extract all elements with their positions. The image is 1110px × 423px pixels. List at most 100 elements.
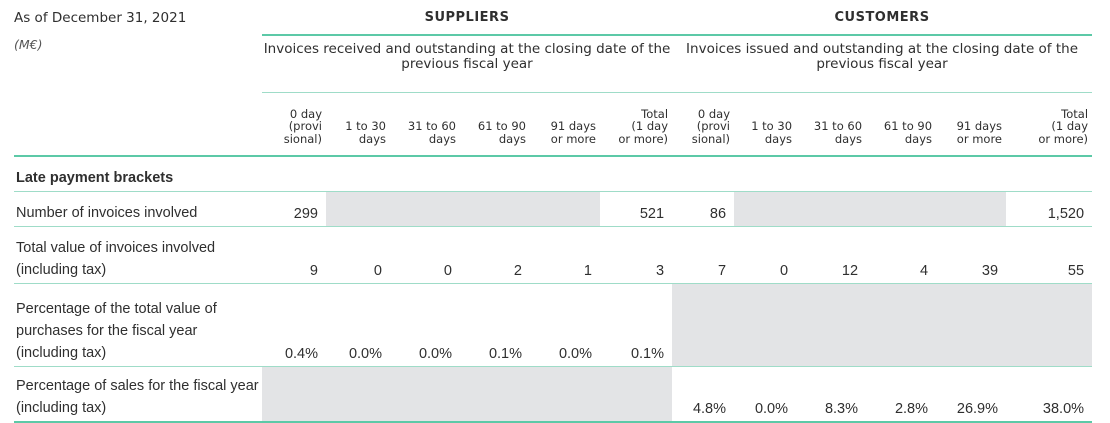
- column-header-line: 1 to 30: [751, 119, 793, 133]
- table-cell: [936, 283, 1007, 367]
- as-of-date: As of December 31, 2021: [14, 9, 187, 26]
- table-cell: 26.9%: [936, 366, 1007, 423]
- column-header-line: 61 to 90: [883, 119, 933, 133]
- subgroup-header-row: (M€) Invoices received and outstanding a…: [14, 35, 1093, 93]
- table-cell: 38.0%: [1006, 366, 1093, 423]
- column-header: 31 to 60 days: [796, 93, 866, 157]
- row-label: Percentage of the total value of purchas…: [14, 283, 262, 367]
- column-header-line: sional): [691, 131, 731, 146]
- column-header-line: or more: [956, 131, 1003, 146]
- table-cell: [866, 191, 937, 227]
- table-cell: 55: [1006, 226, 1093, 284]
- table-cell: 0.0%: [326, 283, 390, 367]
- table-row: Percentage of the total value of purchas…: [14, 283, 1093, 367]
- column-header: 1 to 30 days: [734, 93, 796, 157]
- column-header-line: days: [764, 131, 793, 146]
- row-label: Total value of invoices involved (includ…: [14, 226, 262, 284]
- table-cell: [262, 366, 326, 423]
- table-cell: [866, 283, 937, 367]
- table-cell: 0.1%: [460, 283, 530, 367]
- column-header-line: 0 day: [697, 106, 731, 121]
- column-header-line: 91 days: [550, 119, 596, 133]
- column-header: 1 to 30 days: [326, 93, 390, 157]
- table-cell: [672, 283, 735, 367]
- table-cell: [734, 191, 797, 227]
- section-row: Late payment brackets: [14, 156, 1093, 192]
- customers-subheader: Invoices issued and outstanding at the c…: [672, 35, 1093, 93]
- table-cell: 0.0%: [734, 366, 797, 423]
- column-header: 91 days or more: [530, 93, 600, 157]
- column-header-line: 91 days: [956, 119, 1003, 133]
- table-cell: 0.1%: [600, 283, 673, 367]
- table-cell: 2: [460, 226, 530, 284]
- unit-label: (M€): [14, 37, 43, 52]
- table-cell: [460, 366, 530, 423]
- late-payment-table: As of December 31, 2021 SUPPLIERS CUSTOM…: [14, 0, 1093, 423]
- table-cell: [530, 366, 600, 423]
- column-header-line: 31 to 60: [407, 119, 456, 133]
- column-header: 0 day (provi sional): [672, 93, 734, 157]
- row-label: Percentage of sales for the fiscal year …: [14, 366, 262, 423]
- table-cell: 0.0%: [390, 283, 460, 367]
- column-header-line: 0 day: [289, 106, 322, 121]
- column-header-line: Total: [1061, 106, 1089, 121]
- table-cell: [734, 283, 797, 367]
- column-header-line: or more): [1038, 131, 1089, 146]
- suppliers-subheader: Invoices received and outstanding at the…: [262, 35, 673, 93]
- table-cell: [936, 191, 1007, 227]
- table-cell: 12: [796, 226, 867, 284]
- table-cell: [390, 366, 460, 423]
- column-header-blank: [14, 93, 262, 157]
- column-header-line: Total: [641, 106, 669, 121]
- table-cell: 8.3%: [796, 366, 867, 423]
- column-header-line: (1 day: [1051, 119, 1089, 133]
- column-header: Total (1 day or more): [600, 93, 672, 157]
- table-cell: 86: [672, 191, 735, 227]
- column-header-line: (provi: [696, 119, 731, 133]
- table-cell: [530, 191, 600, 227]
- table-cell: 0.4%: [262, 283, 326, 367]
- table-cell: 39: [936, 226, 1007, 284]
- column-header-line: or more): [618, 131, 669, 146]
- late-payment-table-container: As of December 31, 2021 SUPPLIERS CUSTOM…: [14, 0, 1093, 423]
- table-row: Number of invoices involved 299 521 86 1,52…: [14, 191, 1093, 227]
- table-row: Percentage of sales for the fiscal year …: [14, 366, 1093, 423]
- table-cell: [1006, 283, 1093, 367]
- section-row-fill: [262, 156, 1093, 192]
- column-header-line: days: [834, 131, 863, 146]
- table-cell: 9: [262, 226, 326, 284]
- column-header: Total (1 day or more): [1006, 93, 1092, 157]
- column-header-line: sional): [283, 131, 322, 146]
- column-header: 0 day (provi sional): [262, 93, 326, 157]
- table-cell: 0: [326, 226, 390, 284]
- table-cell: [326, 191, 390, 227]
- group-header-row: As of December 31, 2021 SUPPLIERS CUSTOM…: [14, 0, 1093, 36]
- column-header-line: days: [498, 131, 526, 146]
- column-header-line: days: [358, 131, 386, 146]
- customers-group-header: CUSTOMERS: [672, 0, 1093, 36]
- column-header-line: days: [428, 131, 456, 146]
- row-label: Number of invoices involved: [14, 191, 262, 227]
- column-header: 91 days or more: [936, 93, 1006, 157]
- column-header-line: 1 to 30: [345, 119, 386, 133]
- table-cell: [600, 366, 673, 423]
- column-header-line: (1 day: [631, 119, 669, 133]
- table-row: Total value of invoices involved (includ…: [14, 226, 1093, 284]
- column-header: 61 to 90 days: [460, 93, 530, 157]
- suppliers-group-header: SUPPLIERS: [262, 0, 673, 36]
- table-cell: 0: [390, 226, 460, 284]
- table-cell: 3: [600, 226, 673, 284]
- table-cell: 0.0%: [530, 283, 600, 367]
- table-cell: 1,520: [1006, 191, 1093, 227]
- table-cell: 1: [530, 226, 600, 284]
- section-label: Late payment brackets: [14, 156, 262, 192]
- column-header-line: (provi: [288, 119, 322, 133]
- table-cell: 0: [734, 226, 797, 284]
- table-cell: [326, 366, 390, 423]
- column-header: 31 to 60 days: [390, 93, 460, 157]
- column-header-line: or more: [550, 131, 596, 146]
- table-cell: [796, 283, 867, 367]
- column-header-line: 61 to 90: [477, 119, 526, 133]
- table-cell: 4.8%: [672, 366, 735, 423]
- table-cell: [460, 191, 530, 227]
